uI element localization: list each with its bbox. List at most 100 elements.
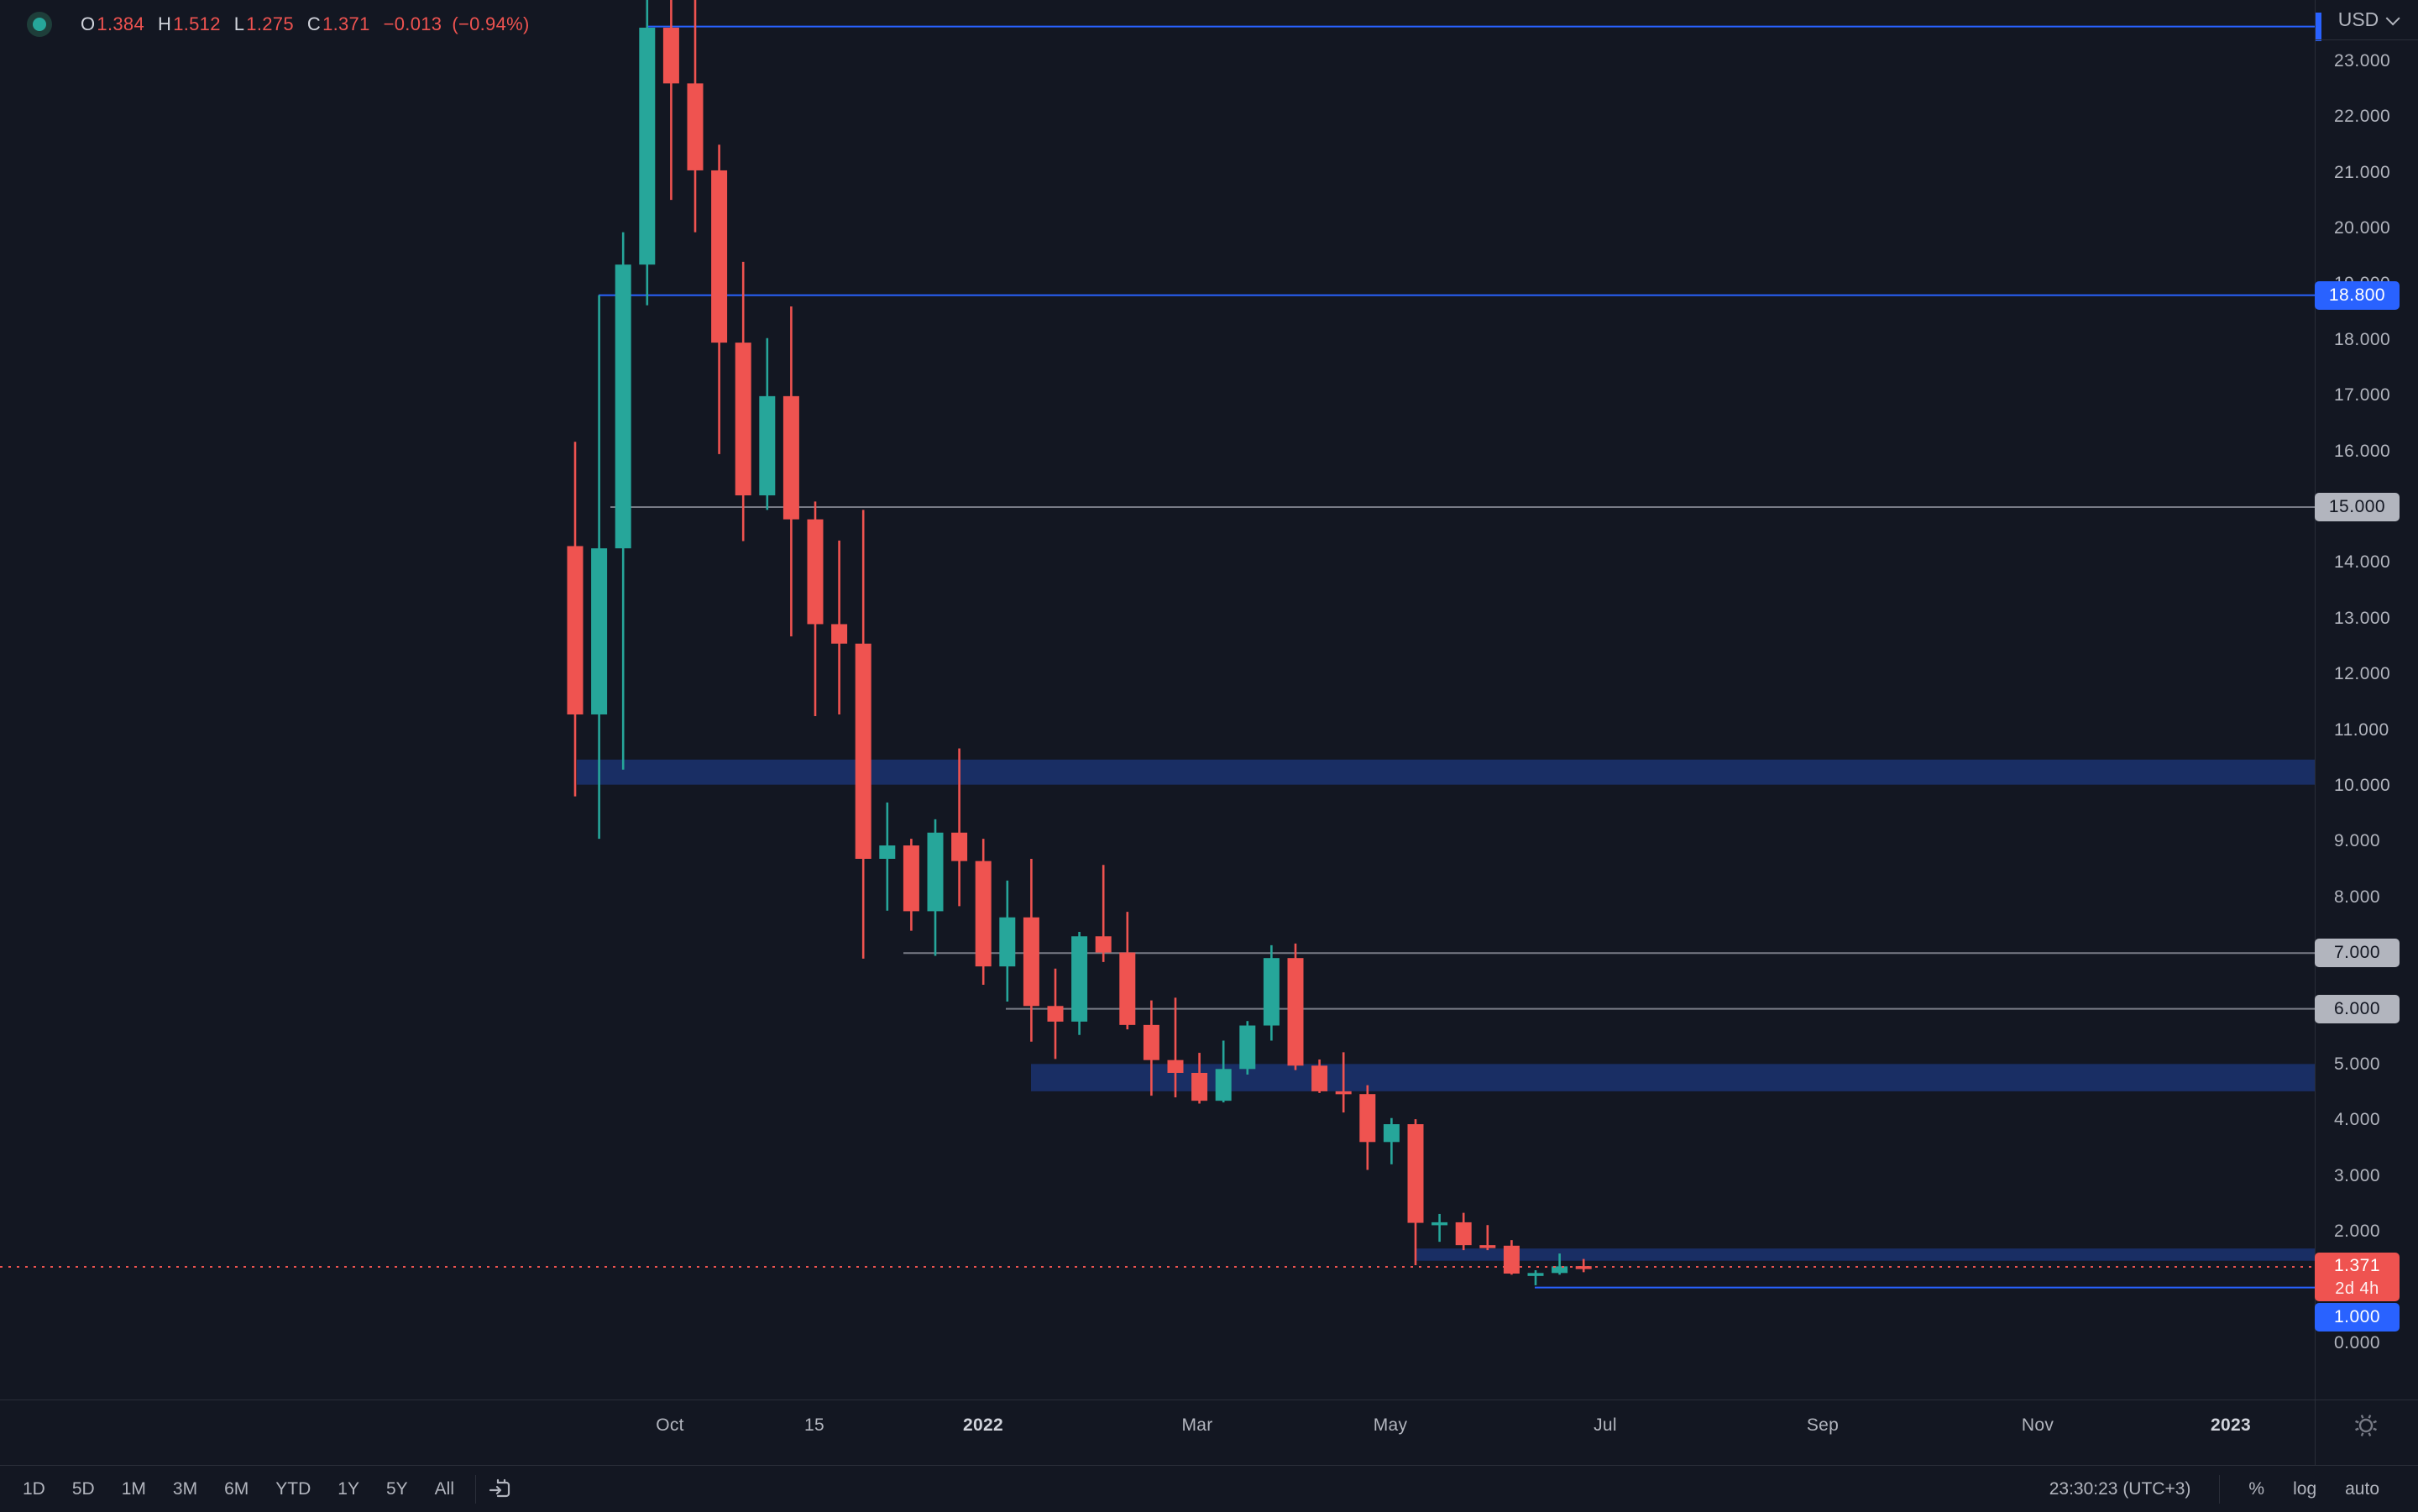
low-label: L — [233, 13, 245, 34]
candle-body — [903, 845, 919, 912]
candle-body — [1191, 1072, 1208, 1101]
range-button-1d[interactable]: 1D — [23, 1478, 45, 1499]
time-axis-label-15: 15 — [804, 1415, 824, 1435]
open-label: O — [81, 13, 96, 34]
candlestick-chart — [0, 0, 2315, 1289]
candle-body — [879, 845, 896, 859]
candle-body — [927, 832, 944, 912]
y-tick-label: 11.000 — [2334, 719, 2389, 740]
price-tag-6.000: 6.000 — [2315, 994, 2400, 1023]
range-button-ytd[interactable]: YTD — [275, 1478, 311, 1499]
time-axis-label-Jul: Jul — [1594, 1415, 1617, 1435]
candle-body — [1119, 952, 1136, 1025]
time-axis-label-May: May — [1373, 1415, 1408, 1435]
price-tag-15.000: 15.000 — [2315, 493, 2400, 521]
candle-body — [975, 861, 992, 967]
currency-selector[interactable]: USD — [2316, 0, 2418, 40]
current-price-tag: 1.371 2d 4h — [2315, 1253, 2400, 1301]
candle-body — [807, 519, 824, 625]
range-button-5d[interactable]: 5D — [71, 1478, 95, 1499]
change-percent: (−0.94%) — [452, 13, 530, 34]
calendar-arrow-icon — [489, 1478, 510, 1497]
clipped-price-tag — [2316, 12, 2321, 41]
currency-label: USD — [2337, 8, 2379, 30]
price-tag-18.800: 18.800 — [2315, 280, 2400, 310]
candle-body — [1071, 936, 1088, 1022]
price-tag-1.000: 1.000 — [2315, 1303, 2400, 1332]
candle-body — [1239, 1025, 1256, 1070]
percent-scale-button[interactable]: % — [2248, 1478, 2265, 1499]
y-tick-label: 14.000 — [2334, 552, 2391, 573]
toolbar-divider — [2219, 1474, 2221, 1504]
bottom-toolbar: 1D 5D 1M 3M 6M YTD 1Y 5Y All 23:30:23 (UTC+3) % … — [0, 1465, 2418, 1512]
symbol-legend[interactable]: O 1.384 H 1.512 L 1.275 C 1.371 −0.013 (… — [27, 12, 540, 37]
range-button-5y[interactable]: 5Y — [385, 1478, 408, 1499]
candle-body — [1311, 1065, 1328, 1091]
y-tick-label: 3.000 — [2334, 1165, 2381, 1185]
range-button-1m[interactable]: 1M — [121, 1478, 146, 1499]
time-axis-label-2022: 2022 — [963, 1415, 1003, 1435]
range-button-all[interactable]: All — [434, 1478, 454, 1499]
time-axis-label-Sep: Sep — [1806, 1415, 1840, 1435]
y-tick-label: 17.000 — [2334, 385, 2391, 405]
candle-body — [831, 624, 848, 644]
change-value: −0.013 — [383, 13, 442, 34]
candle-body — [1263, 958, 1280, 1026]
candle-body — [1335, 1091, 1352, 1095]
current-price-value: 1.371 — [2333, 1256, 2381, 1275]
supply-demand-zone — [1415, 1248, 2315, 1261]
candle-body — [782, 395, 799, 520]
y-tick-label: 8.000 — [2334, 887, 2381, 907]
symbol-logo-icon — [27, 12, 52, 37]
chevron-down-icon — [2385, 10, 2400, 25]
candle-body — [1479, 1245, 1496, 1248]
time-axis-label-Oct: Oct — [656, 1415, 684, 1435]
candle-body — [1575, 1266, 1592, 1269]
range-button-6m[interactable]: 6M — [224, 1478, 249, 1499]
log-scale-button[interactable]: log — [2293, 1478, 2317, 1499]
close-value: 1.371 — [322, 13, 370, 34]
candle-body — [999, 917, 1016, 967]
y-tick-label: 12.000 — [2334, 664, 2391, 684]
candle-body — [711, 170, 728, 343]
candle-body — [759, 395, 776, 496]
candle-body — [951, 832, 968, 861]
y-tick-label: 16.000 — [2334, 441, 2391, 461]
y-tick-label: 9.000 — [2334, 831, 2381, 851]
candle-body — [1143, 1024, 1159, 1060]
auto-scale-button[interactable]: auto — [2345, 1478, 2379, 1499]
candle-body — [687, 83, 704, 170]
y-tick-label: 10.000 — [2334, 776, 2391, 795]
candle-body — [1527, 1273, 1544, 1276]
y-tick-label: 18.000 — [2334, 329, 2391, 349]
high-label: H — [157, 13, 172, 34]
chart-canvas[interactable] — [0, 0, 2315, 1399]
y-tick-label: 2.000 — [2334, 1222, 2381, 1242]
open-value: 1.384 — [97, 13, 144, 34]
candle-body — [855, 643, 871, 859]
candle-body — [1023, 917, 1039, 1007]
candle-body — [1167, 1059, 1184, 1073]
candle-body — [1215, 1069, 1232, 1101]
candle-body — [1431, 1222, 1448, 1226]
range-button-1y[interactable]: 1Y — [338, 1478, 359, 1499]
candle-body — [1359, 1094, 1376, 1143]
candle-body — [1047, 1006, 1064, 1022]
candle-body — [639, 27, 656, 265]
range-button-3m[interactable]: 3M — [172, 1478, 198, 1499]
toolbar-divider — [475, 1474, 476, 1504]
y-tick-label: 23.000 — [2334, 50, 2391, 71]
candle-body — [1503, 1245, 1520, 1274]
candle-body — [1455, 1222, 1472, 1246]
bar-countdown: 2d 4h — [2335, 1279, 2379, 1298]
candle-body — [591, 548, 608, 715]
supply-demand-zone — [577, 759, 2315, 785]
go-to-date-button[interactable] — [486, 1475, 515, 1504]
candle-body — [1552, 1266, 1568, 1274]
session-clock[interactable]: 23:30:23 (UTC+3) — [2049, 1478, 2191, 1499]
gear-icon[interactable] — [2351, 1410, 2381, 1441]
time-axis[interactable]: Oct 15 2022 Mar May Jul Sep Nov 2023 — [0, 1400, 2418, 1466]
y-tick-label: 13.000 — [2334, 608, 2391, 628]
y-tick-label: 22.000 — [2334, 107, 2391, 127]
